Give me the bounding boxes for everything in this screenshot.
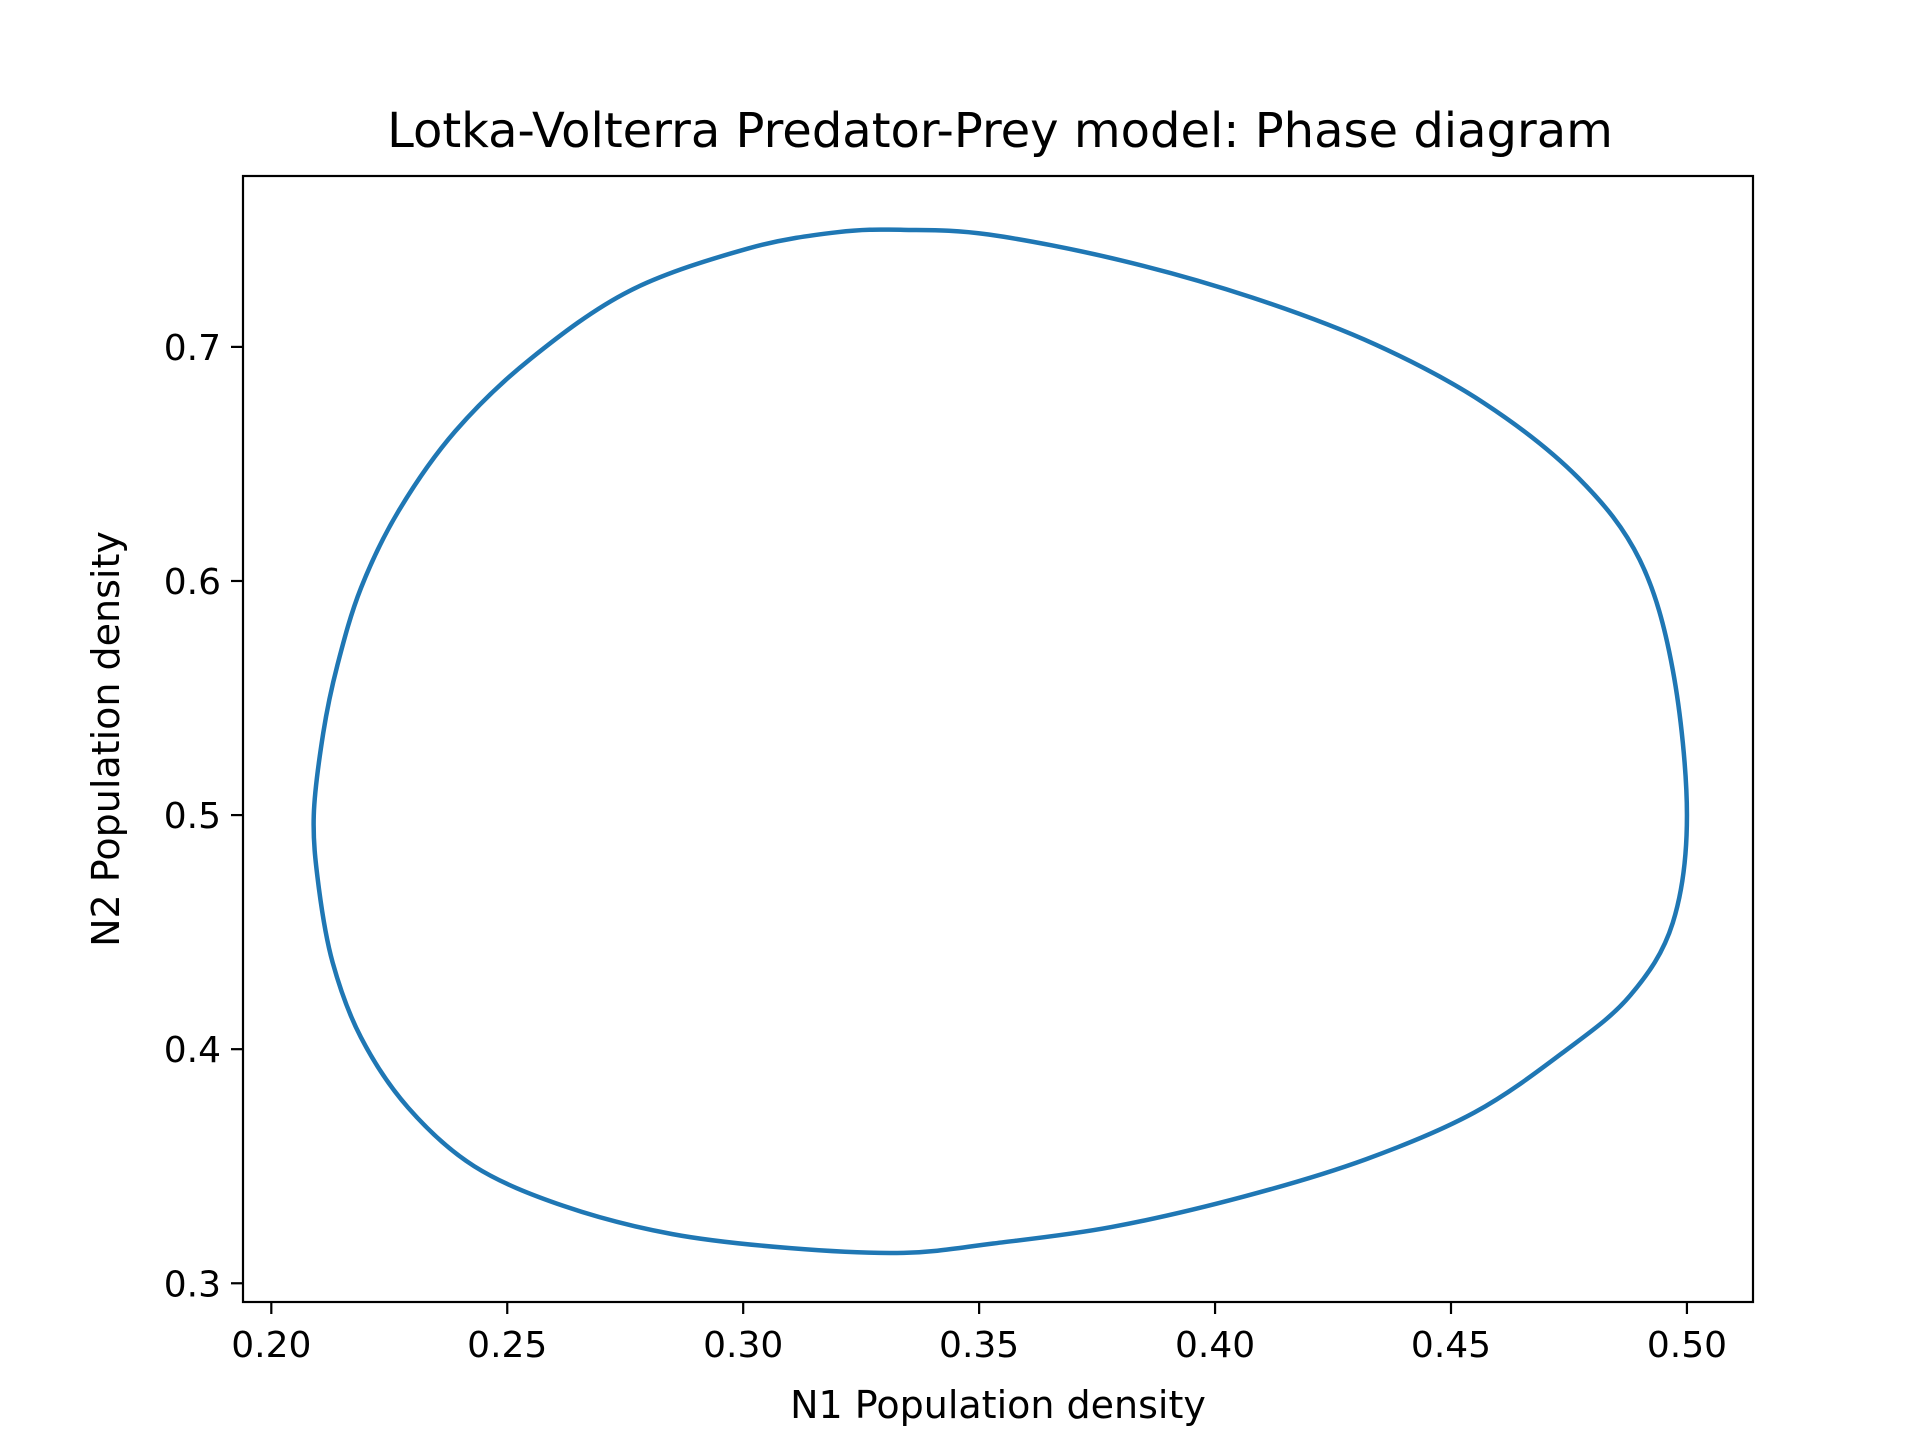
x-tick-label: 0.40: [1175, 1325, 1255, 1366]
y-tick-label: 0.7: [164, 328, 221, 369]
x-tick-label: 0.20: [231, 1325, 311, 1366]
y-axis-ticks: 0.3 0.4 0.5 0.6 0.7: [164, 328, 243, 1305]
y-axis-label: N2 Population density: [84, 531, 128, 947]
plot-frame: [241, 174, 1755, 1304]
x-tick-label: 0.30: [703, 1325, 783, 1366]
y-tick-label: 0.3: [164, 1264, 221, 1305]
phase-curve-layer: [311, 227, 1690, 1256]
chart-title: Lotka-Volterra Predator-Prey model: Phas…: [387, 103, 1613, 159]
x-tick-label: 0.35: [939, 1325, 1019, 1366]
y-tick-label: 0.4: [164, 1030, 221, 1071]
y-tick-label: 0.5: [164, 796, 221, 837]
series-line-0: [311, 227, 1690, 1256]
x-tick-label: 0.25: [467, 1325, 547, 1366]
x-tick-label: 0.45: [1411, 1325, 1491, 1366]
x-tick-label: 0.50: [1647, 1325, 1727, 1366]
y-tick-label: 0.6: [164, 562, 221, 603]
x-axis-ticks: 0.20 0.25 0.30 0.35 0.40 0.45 0.50: [231, 1302, 1727, 1366]
x-axis-label: N1 Population density: [790, 1383, 1206, 1427]
